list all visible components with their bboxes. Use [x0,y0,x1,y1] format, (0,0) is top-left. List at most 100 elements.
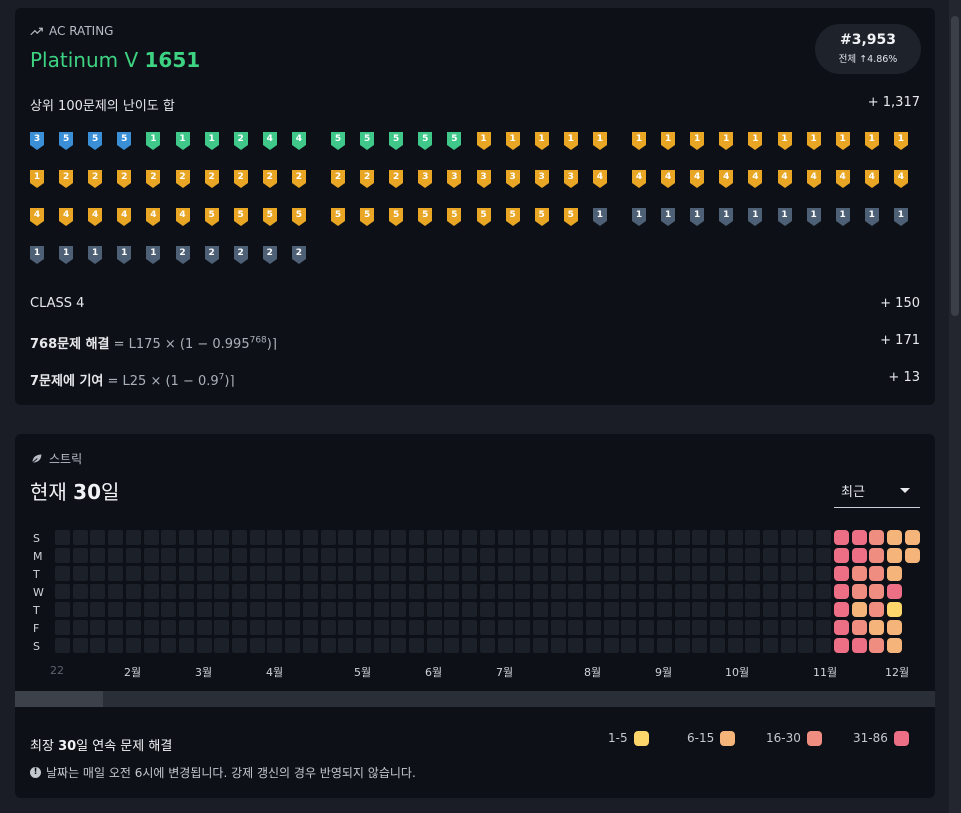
heatmap-cell[interactable] [320,566,336,581]
heatmap-cell[interactable] [409,548,424,563]
heatmap-cell[interactable] [816,566,832,581]
range-select[interactable]: 최근 [834,474,920,508]
heatmap-cell[interactable] [143,638,159,653]
heatmap-cell[interactable] [727,566,743,581]
heatmap-cell[interactable] [763,530,778,545]
heatmap-cell[interactable] [727,548,743,563]
heatmap-cell[interactable] [373,530,389,545]
heatmap-cell[interactable] [267,530,283,545]
heatmap-cell[interactable] [692,620,708,635]
heatmap-cell[interactable] [515,548,531,563]
heatmap-cell[interactable] [780,620,796,635]
heatmap-cell[interactable] [320,620,336,635]
heatmap-cell[interactable] [338,566,354,581]
heatmap-cell[interactable] [267,584,283,599]
heatmap-cell[interactable] [462,548,478,563]
heatmap-cell[interactable] [603,584,619,599]
heatmap-cell[interactable] [267,602,283,617]
heatmap-cell[interactable] [143,530,159,545]
heatmap-cell[interactable] [72,530,88,545]
heatmap-cell[interactable] [497,620,513,635]
heatmap-cell[interactable] [816,638,832,653]
heatmap-cell[interactable] [479,566,495,581]
heatmap-cell[interactable] [125,584,141,599]
heatmap-cell[interactable] [72,602,88,617]
heatmap-cell[interactable] [178,638,194,653]
heatmap-cell[interactable] [727,530,743,545]
heatmap-cell[interactable] [285,530,301,545]
heatmap-cell[interactable] [763,620,778,635]
heatmap-cell[interactable] [249,638,265,653]
heatmap-cell[interactable] [302,530,318,545]
heatmap-cell[interactable] [320,548,336,563]
heatmap-cell[interactable] [125,548,141,563]
heatmap-cell[interactable] [161,548,177,563]
heatmap-cell[interactable] [656,638,672,653]
heatmap-cell[interactable] [338,548,354,563]
heatmap-cell[interactable] [462,584,478,599]
heatmap-cell[interactable] [745,638,761,653]
heatmap-cell[interactable] [851,530,867,545]
heatmap-cell[interactable] [798,566,814,581]
heatmap-cell[interactable] [338,620,354,635]
heatmap-cell[interactable] [692,638,708,653]
heatmap-cell[interactable] [639,620,655,635]
heatmap-cell[interactable] [568,584,584,599]
heatmap-cell[interactable] [886,566,902,581]
heatmap-cell[interactable] [108,620,124,635]
heatmap-cell[interactable] [479,530,495,545]
heatmap-cell[interactable] [143,584,159,599]
heatmap-cell[interactable] [462,602,478,617]
heatmap-cell[interactable] [232,548,247,563]
heatmap-cell[interactable] [550,530,566,545]
heatmap-cell[interactable] [90,530,106,545]
heatmap-cell[interactable] [515,584,531,599]
heatmap-cell[interactable] [709,584,725,599]
heatmap-cell[interactable] [426,584,442,599]
heatmap-cell[interactable] [780,530,796,545]
heatmap-cell[interactable] [780,638,796,653]
heatmap-cell[interactable] [196,584,212,599]
heatmap-cell[interactable] [603,566,619,581]
heatmap-cell[interactable] [143,620,159,635]
heatmap-cell[interactable] [409,584,424,599]
heatmap-cell[interactable] [656,584,672,599]
heatmap-cell[interactable] [161,620,177,635]
page-scrollbar-thumb[interactable] [951,16,959,316]
heatmap-cell[interactable] [833,530,849,545]
heatmap-cell[interactable] [302,602,318,617]
heatmap-cell[interactable] [391,638,407,653]
heatmap-cell[interactable] [603,602,619,617]
heatmap-cell[interactable] [656,620,672,635]
heatmap-cell[interactable] [727,638,743,653]
heatmap-cell[interactable] [586,638,601,653]
heatmap-cell[interactable] [267,548,283,563]
heatmap-cell[interactable] [798,548,814,563]
heatmap-cell[interactable] [444,566,460,581]
heatmap-cell[interactable] [674,566,690,581]
heatmap-cell[interactable] [55,584,70,599]
heatmap-cell[interactable] [409,620,424,635]
heatmap-cell[interactable] [90,584,106,599]
heatmap-cell[interactable] [196,602,212,617]
heatmap-cell[interactable] [904,548,920,563]
heatmap-cell[interactable] [639,548,655,563]
heatmap-cell[interactable] [532,530,548,545]
heatmap-cell[interactable] [869,566,885,581]
heatmap-cell[interactable] [426,530,442,545]
heatmap-cell[interactable] [603,620,619,635]
heatmap-cell[interactable] [409,566,424,581]
heatmap-cell[interactable] [214,548,230,563]
heatmap-cell[interactable] [426,638,442,653]
heatmap-cell[interactable] [851,566,867,581]
heatmap-cell[interactable] [515,638,531,653]
heatmap-cell[interactable] [780,566,796,581]
heatmap-cell[interactable] [232,530,247,545]
heatmap-cell[interactable] [178,584,194,599]
heatmap-cell[interactable] [851,584,867,599]
heatmap-cell[interactable] [108,638,124,653]
heatmap-cell[interactable] [125,638,141,653]
heatmap-cell[interactable] [515,566,531,581]
heatmap-cell[interactable] [550,620,566,635]
heatmap-cell[interactable] [444,620,460,635]
